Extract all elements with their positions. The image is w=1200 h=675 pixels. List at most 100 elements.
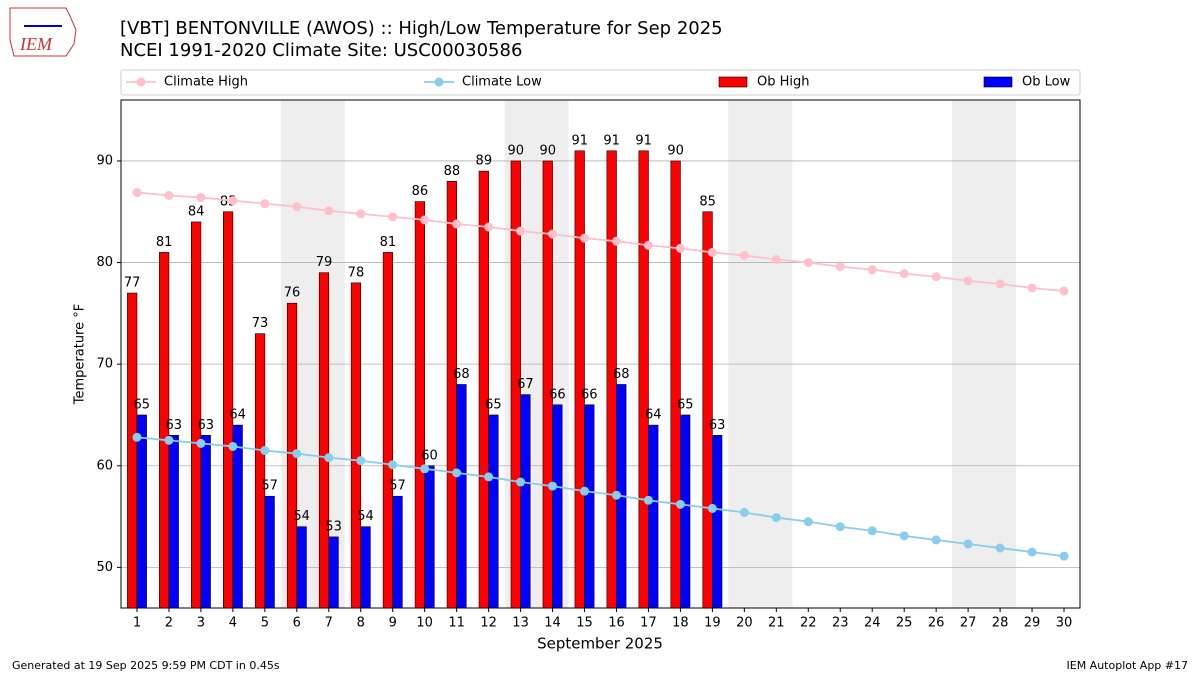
bar — [191, 221, 202, 609]
point — [995, 279, 1005, 289]
data-label: 63 — [197, 418, 214, 433]
x-tick-label: 23 — [832, 616, 849, 631]
data-label: 65 — [485, 397, 502, 412]
point — [1027, 547, 1037, 557]
point — [484, 472, 494, 482]
bar — [702, 211, 713, 609]
weekend-band — [952, 100, 1017, 608]
bar — [168, 434, 179, 609]
x-tick-label: 18 — [672, 616, 689, 631]
point — [548, 229, 558, 239]
data-label: 64 — [229, 408, 246, 423]
point — [356, 209, 366, 219]
x-tick-label: 26 — [928, 616, 945, 631]
x-tick-label: 30 — [1056, 616, 1073, 631]
bar — [127, 292, 138, 609]
x-tick-label: 20 — [736, 616, 753, 631]
point — [963, 539, 973, 549]
point — [452, 468, 462, 478]
point — [228, 196, 238, 206]
x-tick-label: 1 — [133, 616, 141, 631]
y-tick-label: 80 — [96, 255, 113, 270]
legend-label: Ob Low — [1022, 75, 1071, 90]
chart-subtitle: NCEI 1991-2020 Climate Site: USC00030586 — [120, 40, 522, 61]
point — [1059, 551, 1069, 561]
bar — [456, 384, 467, 609]
point — [452, 219, 462, 229]
point — [324, 453, 334, 463]
data-label: 89 — [476, 154, 493, 169]
chart-title: [VBT] BENTONVILLE (AWOS) :: High/Low Tem… — [120, 18, 723, 39]
point — [643, 240, 653, 250]
point — [132, 432, 142, 442]
data-label: 81 — [156, 235, 173, 250]
bar — [136, 414, 147, 609]
point — [899, 269, 909, 279]
legend-box — [120, 69, 1081, 96]
data-label: 90 — [667, 143, 684, 158]
data-label: 73 — [252, 316, 269, 331]
bar — [232, 424, 243, 609]
point — [388, 212, 398, 222]
point — [260, 446, 270, 456]
data-label: 63 — [709, 418, 726, 433]
point — [388, 460, 398, 470]
data-label: 64 — [645, 408, 662, 423]
point — [1027, 283, 1037, 293]
bar — [264, 495, 275, 609]
point — [292, 202, 302, 212]
y-tick-label: 70 — [96, 357, 113, 372]
data-label: 77 — [124, 276, 141, 291]
legend-swatch — [983, 76, 1013, 88]
point — [548, 481, 558, 491]
x-tick-label: 21 — [768, 616, 785, 631]
bar — [296, 526, 307, 609]
y-axis-label: Temperature °F — [73, 304, 88, 405]
legend-marker — [434, 77, 444, 87]
bar — [648, 424, 659, 609]
bar — [584, 404, 595, 609]
data-label: 68 — [453, 367, 470, 382]
x-tick-label: 4 — [229, 616, 237, 631]
data-label: 81 — [380, 235, 397, 250]
data-label: 91 — [635, 133, 652, 148]
bar — [318, 272, 330, 609]
point — [516, 226, 526, 236]
data-label: 84 — [188, 204, 205, 219]
point — [835, 522, 845, 532]
plot-frame — [120, 99, 1081, 609]
point — [164, 191, 174, 201]
line — [136, 436, 1065, 558]
point — [611, 490, 621, 500]
x-tick-label: 3 — [197, 616, 205, 631]
x-tick-label: 29 — [1024, 616, 1041, 631]
data-label: 53 — [325, 519, 342, 534]
data-label: 90 — [508, 143, 525, 158]
x-tick-label: 22 — [800, 616, 817, 631]
x-tick-label: 13 — [512, 616, 529, 631]
bar — [574, 150, 585, 609]
x-tick-label: 16 — [608, 616, 625, 631]
point — [771, 255, 781, 265]
x-tick-label: 9 — [389, 616, 397, 631]
data-label: 65 — [677, 397, 694, 412]
legend-label: Climate High — [164, 75, 248, 90]
bar — [520, 394, 531, 609]
point — [771, 513, 781, 523]
bar — [680, 414, 691, 609]
x-tick-label: 28 — [992, 616, 1009, 631]
point — [867, 526, 877, 536]
bar — [638, 150, 649, 609]
point — [643, 495, 653, 505]
legend-label: Ob High — [757, 75, 810, 90]
data-label: 66 — [549, 387, 566, 402]
bar — [670, 160, 681, 609]
x-tick-label: 10 — [416, 616, 433, 631]
data-label: 54 — [357, 509, 374, 524]
data-label: 67 — [517, 377, 534, 392]
y-tick-label: 90 — [96, 153, 113, 168]
point — [196, 193, 206, 203]
point — [995, 543, 1005, 553]
point — [292, 449, 302, 459]
x-tick-label: 24 — [864, 616, 881, 631]
